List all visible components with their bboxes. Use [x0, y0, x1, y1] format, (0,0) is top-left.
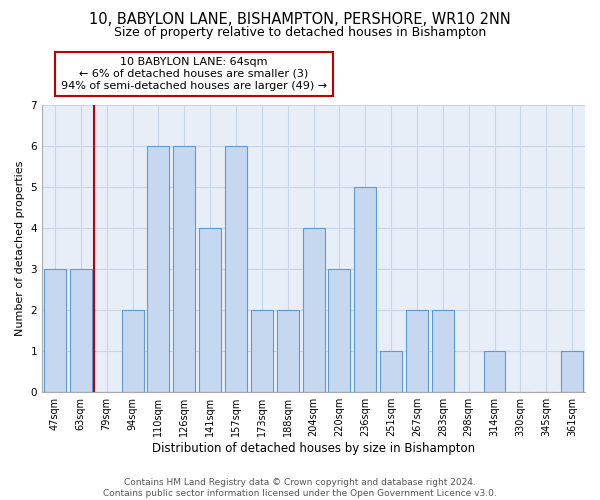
Text: 10 BABYLON LANE: 64sqm
← 6% of detached houses are smaller (3)
94% of semi-detac: 10 BABYLON LANE: 64sqm ← 6% of detached …: [61, 58, 327, 90]
Bar: [406, 310, 428, 392]
Bar: [432, 310, 454, 392]
Bar: [148, 146, 169, 392]
Bar: [173, 146, 195, 392]
Text: Contains HM Land Registry data © Crown copyright and database right 2024.
Contai: Contains HM Land Registry data © Crown c…: [103, 478, 497, 498]
Text: 10, BABYLON LANE, BISHAMPTON, PERSHORE, WR10 2NN: 10, BABYLON LANE, BISHAMPTON, PERSHORE, …: [89, 12, 511, 28]
Bar: [70, 269, 92, 392]
Text: Size of property relative to detached houses in Bishampton: Size of property relative to detached ho…: [114, 26, 486, 39]
Bar: [302, 228, 325, 392]
Bar: [199, 228, 221, 392]
Bar: [328, 269, 350, 392]
Bar: [484, 351, 505, 392]
Bar: [354, 187, 376, 392]
Bar: [225, 146, 247, 392]
Bar: [561, 351, 583, 392]
Bar: [251, 310, 273, 392]
Bar: [380, 351, 402, 392]
Bar: [44, 269, 66, 392]
X-axis label: Distribution of detached houses by size in Bishampton: Distribution of detached houses by size …: [152, 442, 475, 455]
Bar: [277, 310, 299, 392]
Bar: [122, 310, 143, 392]
Y-axis label: Number of detached properties: Number of detached properties: [15, 161, 25, 336]
